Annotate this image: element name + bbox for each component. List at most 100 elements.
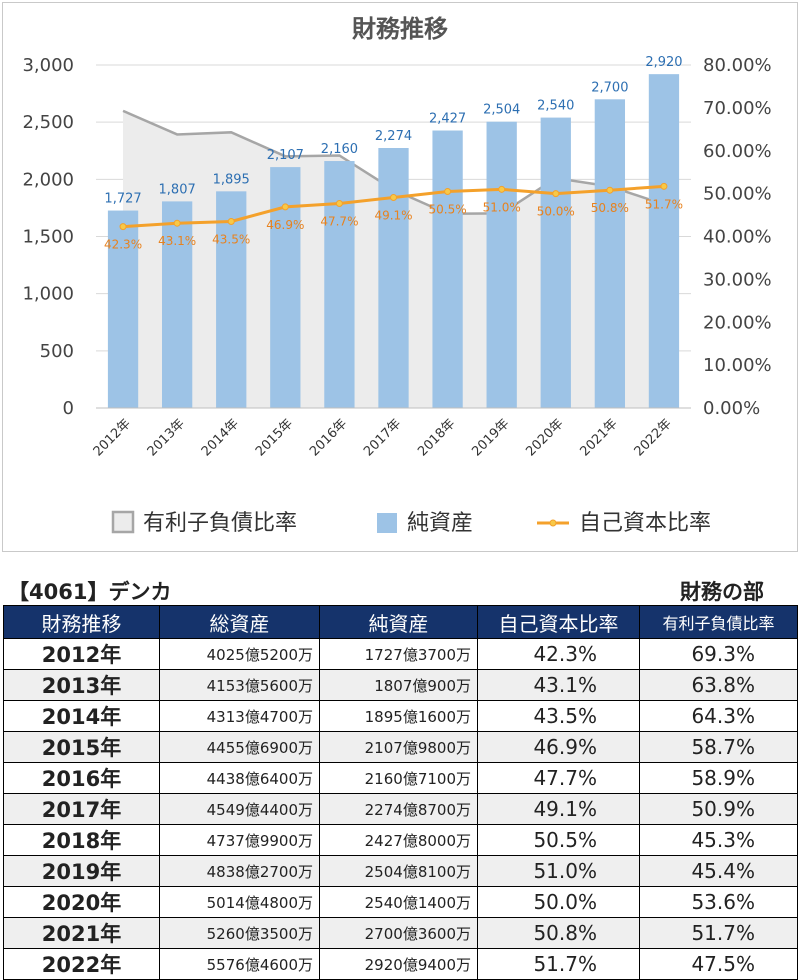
- net-assets-bar: [648, 74, 680, 408]
- row-debt-ratio: 51.7%: [639, 917, 798, 949]
- row-net-assets: 2700億3600万: [319, 917, 478, 949]
- row-equity-ratio: 49.1%: [477, 793, 640, 825]
- row-year: 2017年: [3, 793, 160, 825]
- net-assets-bar-label: 2,160: [321, 142, 358, 157]
- net-assets-bar-label: 1,895: [213, 172, 250, 187]
- row-debt-ratio: 64.3%: [639, 700, 798, 732]
- legend-label-equity-ratio: 自己資本比率: [579, 511, 711, 536]
- row-year: 2020年: [3, 886, 160, 918]
- equity-ratio-point: [660, 182, 668, 190]
- equity-ratio-point: [552, 190, 560, 198]
- row-equity-ratio: 50.5%: [477, 824, 640, 856]
- row-net-assets: 2274億8700万: [319, 793, 478, 825]
- row-year: 2013年: [3, 669, 160, 701]
- equity-ratio-point: [335, 199, 343, 207]
- legend-label-net-assets: 純資産: [407, 511, 473, 536]
- company-title: 【4061】デンカ: [8, 580, 172, 604]
- legend-label-debt-ratio: 有利子負債比率: [143, 511, 297, 536]
- equity-ratio-label: 50.0%: [537, 205, 575, 219]
- net-assets-bar: [540, 117, 571, 409]
- row-debt-ratio: 50.9%: [639, 793, 798, 825]
- net-assets-bar: [324, 161, 355, 408]
- chart-title: 財務推移: [352, 15, 448, 43]
- row-year: 2019年: [3, 855, 160, 887]
- x-tick-label: 2022年: [632, 416, 675, 459]
- equity-ratio-point: [606, 186, 614, 194]
- x-tick-label: 2020年: [523, 416, 566, 459]
- row-total-assets: 4838億2700万: [159, 855, 320, 887]
- equity-ratio-label: 42.3%: [104, 238, 142, 252]
- equity-ratio-label: 51.0%: [483, 200, 521, 214]
- header-period: 財務推移: [3, 605, 160, 639]
- x-tick-label: 2019年: [469, 416, 512, 459]
- net-assets-bar-label: 2,540: [537, 99, 574, 114]
- y-right-tick-label: 60.00%: [703, 141, 772, 162]
- y-right-tick-label: 30.00%: [703, 269, 772, 290]
- net-assets-bar-label: 2,504: [483, 103, 520, 118]
- net-assets-bar: [107, 210, 139, 408]
- equity-ratio-label: 46.9%: [266, 218, 304, 232]
- row-total-assets: 4438億6400万: [159, 762, 320, 794]
- header-net-assets: 純資産: [319, 605, 478, 639]
- equity-ratio-label: 43.5%: [212, 232, 250, 246]
- y-right-tick-label: 40.00%: [703, 227, 772, 248]
- row-equity-ratio: 50.0%: [477, 886, 640, 918]
- row-total-assets: 4313億4700万: [159, 700, 320, 732]
- y-right-tick-label: 70.00%: [703, 98, 772, 119]
- net-assets-bar-label: 2,107: [267, 148, 304, 163]
- equity-ratio-label: 50.8%: [591, 201, 629, 215]
- table-row: 2016年 4438億6400万 2160億7100万 47.7% 58.9%: [3, 762, 798, 794]
- y-left-tick-label: 2,000: [22, 169, 74, 190]
- table-row: 2012年 4025億5200万 1727億3700万 42.3% 69.3%: [3, 638, 798, 670]
- table-row: 2014年 4313億4700万 1895億1600万 43.5% 64.3%: [3, 700, 798, 732]
- table-row: 2015年 4455億6900万 2107億9800万 46.9% 58.7%: [3, 731, 798, 763]
- row-year: 2014年: [3, 700, 160, 732]
- equity-ratio-point: [119, 223, 127, 231]
- row-equity-ratio: 43.1%: [477, 669, 640, 701]
- net-assets-bar-label: 2,920: [645, 55, 682, 70]
- row-debt-ratio: 58.9%: [639, 762, 798, 794]
- row-equity-ratio: 51.0%: [477, 855, 640, 887]
- equity-ratio-point: [281, 203, 289, 211]
- equity-ratio-point: [390, 193, 397, 201]
- row-debt-ratio: 63.8%: [639, 669, 798, 701]
- row-total-assets: 4549億4400万: [159, 793, 320, 825]
- y-right-tick-label: 50.00%: [703, 184, 772, 205]
- legend-swatch-net-assets: [377, 513, 397, 533]
- x-tick-label: 2016年: [307, 416, 350, 459]
- equity-ratio-label: 49.1%: [374, 208, 412, 222]
- table-row: 2018年 4737億9900万 2427億8000万 50.5% 45.3%: [3, 824, 798, 856]
- financial-table: 財務推移 総資産 純資産 自己資本比率 有利子負債比率 2012年 4025億52…: [3, 605, 798, 980]
- x-tick-label: 2021年: [577, 416, 620, 459]
- x-tick-label: 2018年: [415, 416, 458, 459]
- table-row: 2013年 4153億5600万 1807億900万 43.1% 63.8%: [3, 669, 798, 701]
- row-total-assets: 4455億6900万: [159, 731, 320, 763]
- net-assets-bar: [594, 99, 626, 409]
- y-right-tick-label: 80.00%: [703, 55, 772, 76]
- row-debt-ratio: 45.4%: [639, 855, 798, 887]
- net-assets-bar: [216, 191, 247, 408]
- chart-container: 財務推移 0 500 1,000 1,500 2,000 2,500 3,000 0.00% 10…: [2, 2, 798, 552]
- row-net-assets: 2540億1400万: [319, 886, 478, 918]
- table-row: 2021年 5260億3500万 2700億3600万 50.8% 51.7%: [3, 917, 798, 949]
- equity-ratio-point: [173, 219, 181, 227]
- net-assets-bar-label: 2,700: [591, 80, 628, 95]
- row-debt-ratio: 69.3%: [639, 638, 798, 670]
- row-net-assets: 1895億1600万: [319, 700, 478, 732]
- equity-ratio-label: 50.5%: [429, 202, 467, 216]
- row-equity-ratio: 43.5%: [477, 700, 640, 732]
- y-left-tick-label: 2,500: [22, 112, 74, 133]
- x-tick-label: 2017年: [361, 416, 404, 459]
- section-title: 財務の部: [680, 580, 764, 604]
- row-net-assets: 1807億900万: [319, 669, 478, 701]
- row-net-assets: 1727億3700万: [319, 638, 478, 670]
- row-net-assets: 2160億7100万: [319, 762, 478, 794]
- y-left-tick-label: 1,000: [22, 284, 74, 305]
- net-assets-bar-label: 2,427: [429, 112, 466, 127]
- x-tick-label: 2014年: [199, 416, 242, 459]
- header-equity-ratio: 自己資本比率: [477, 605, 640, 639]
- net-assets-bar: [486, 121, 517, 408]
- equity-ratio-label: 43.1%: [158, 234, 196, 248]
- table-row: 2019年 4838億2700万 2504億8100万 51.0% 45.4%: [3, 855, 798, 887]
- row-total-assets: 4737億9900万: [159, 824, 320, 856]
